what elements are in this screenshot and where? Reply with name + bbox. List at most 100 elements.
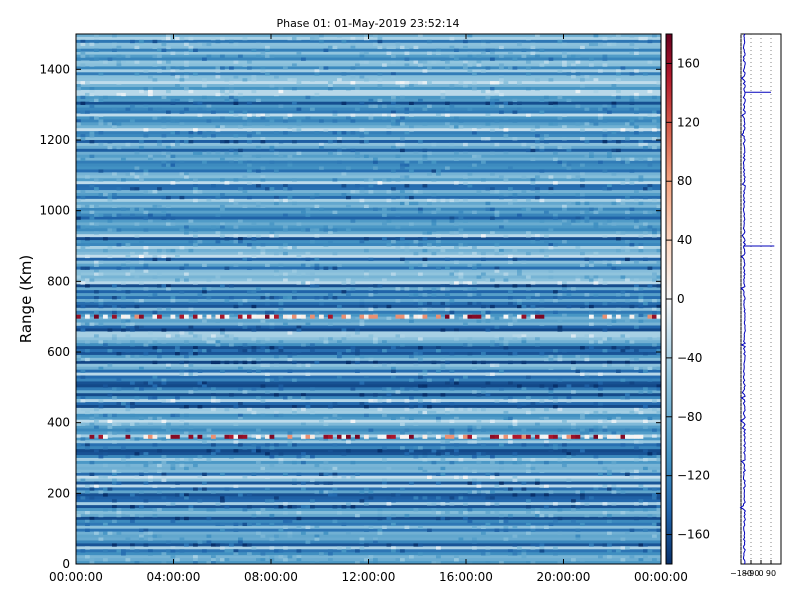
heatmap-cell [166,422,171,426]
heatmap-cell [571,219,576,223]
heatmap-cell [413,387,419,391]
heatmap-cell [179,405,185,409]
heatmap-hot-cell [652,314,657,319]
heatmap-cell [103,193,108,197]
heatmap-cell [463,234,468,238]
heatmap-cell [328,81,333,85]
heatmap-cell [341,337,347,341]
heatmap-row [76,337,661,341]
heatmap-cell [364,487,369,491]
heatmap-cell [170,546,176,550]
heatmap-cell [490,101,495,105]
heatmap-cell [638,140,644,144]
heatmap-cell [508,360,513,365]
heatmap-cell [166,60,171,64]
heatmap-cell [202,287,207,291]
heatmap-cell [98,272,104,276]
heatmap-row [76,493,661,497]
heatmap-cell [202,78,207,82]
heatmap-cell [562,113,567,117]
heatmap-cell [440,472,446,476]
heatmap-cell [643,387,648,391]
heatmap-cell [620,349,626,353]
heatmap-cell [512,422,518,426]
heatmap-row [76,254,661,259]
heatmap-cell [161,378,167,382]
heatmap-cell [121,328,126,332]
heatmap-cell [431,293,437,297]
heatmap-cell [575,275,581,279]
heatmap-cell [499,225,504,229]
heatmap-cell [148,460,153,465]
heatmap-cell [566,72,572,76]
heatmap-cell [598,513,603,518]
heatmap-cell [278,384,284,388]
heatmap-cell [391,89,396,94]
heatmap-cell [607,487,612,491]
heatmap-cell [197,369,203,373]
heatmap-cell [247,357,252,362]
heatmap-cell [175,119,180,123]
heatmap-cell [80,42,86,47]
heatmap-cell [400,343,405,347]
heatmap-cell [526,511,531,515]
heatmap-cell [121,458,126,462]
heatmap-cell [467,490,473,494]
heatmap-cell [449,437,455,441]
heatmap-cell [193,228,198,232]
heatmap-cell [404,399,410,403]
heatmap-cell [112,543,117,547]
heatmap-cell [85,204,90,209]
heatmap-cell [80,157,86,161]
heatmap-hot-cell [256,314,261,319]
heatmap-cell [382,458,387,462]
heatmap-cell [647,225,653,229]
heatmap-cell [400,163,405,167]
heatmap-cell [368,98,374,103]
heatmap-cell [377,84,383,88]
heatmap-cell [638,128,644,132]
heatmap-cell [368,399,374,403]
heatmap-cell [440,87,446,91]
heatmap-cell [175,349,180,353]
heatmap-row [76,455,661,459]
heatmap-cell [202,319,207,323]
heatmap-cell [112,204,117,209]
heatmap-cell [512,98,518,103]
heatmap-hot-cell [206,314,212,319]
heatmap-cell [332,251,338,256]
heatmap-cell [211,452,216,456]
heatmap-cell [404,287,410,291]
heatmap-cell [472,72,477,76]
heatmap-cell [553,157,558,161]
heatmap-cell [512,248,518,253]
heatmap-cell [130,546,135,550]
heatmap-cell [256,449,261,453]
heatmap-cell [260,66,266,70]
heatmap-cell [629,119,635,123]
heatmap-cell [472,128,477,132]
heatmap-cell [364,51,369,55]
heatmap-cell [593,275,599,279]
heatmap-cell [148,381,153,385]
heatmap-cell [328,151,333,156]
heatmap-cell [638,390,644,394]
heatmap-cell [490,142,495,147]
heatmap-cell [436,446,441,450]
heatmap-cell [431,360,437,365]
heatmap-cell [283,243,288,247]
heatmap-cell [332,402,338,406]
heatmap-cell [107,419,113,423]
heatmap-cell [233,552,239,556]
heatmap-cell [607,555,612,559]
heatmap-cell [413,45,419,50]
heatmap-cell [643,419,648,423]
heatmap-cell [206,561,212,565]
heatmap-cell [566,437,572,441]
heatmap-cell [193,128,198,132]
heatmap-cell [85,284,90,288]
heatmap-cell [89,204,95,209]
heatmap-cell [575,175,581,179]
heatmap-cell [350,131,356,135]
heatmap-cell [328,558,333,562]
